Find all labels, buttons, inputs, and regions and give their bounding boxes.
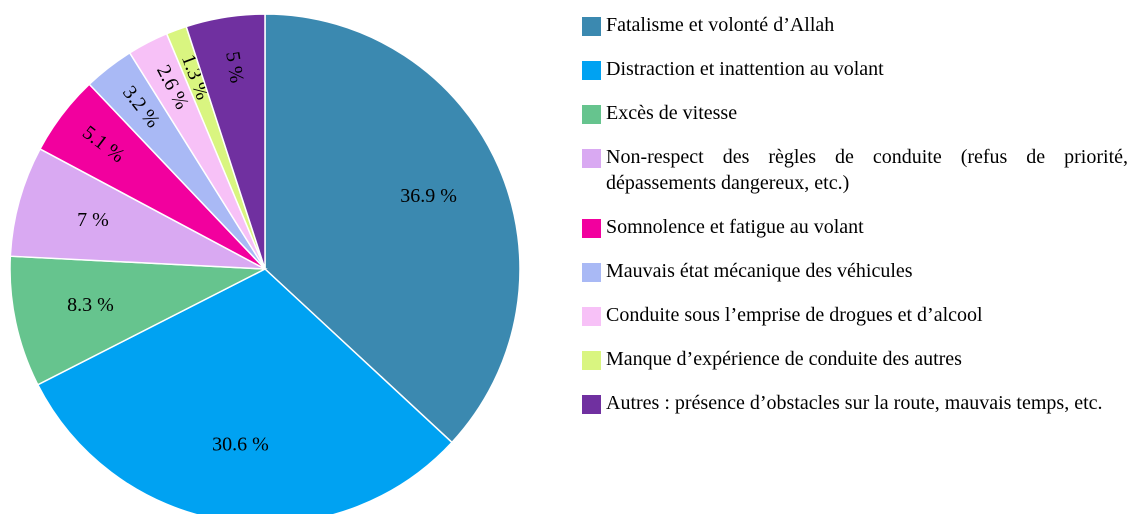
legend-item: Manque d’expérience de conduite des autr… — [582, 346, 1128, 372]
legend-item: Non-respect des règles de conduite (refu… — [582, 144, 1128, 196]
legend-item: Conduite sous l’emprise de drogues et d’… — [582, 302, 1128, 328]
pie-slice — [264, 13, 521, 444]
legend-label: Somnolence et fatigue au volant — [606, 216, 864, 238]
legend-label: Non-respect des règles de conduite (refu… — [606, 146, 1128, 194]
data-label: 8.3 % — [67, 294, 114, 316]
legend-swatch — [582, 61, 601, 80]
legend-item: Mauvais état mécanique des véhicules — [582, 258, 1128, 284]
legend-item: Autres : présence d’obstacles sur la rou… — [582, 390, 1128, 416]
pie-slice — [9, 255, 268, 386]
data-label: 5 % — [221, 50, 248, 85]
legend-label: Conduite sous l’emprise de drogues et d’… — [606, 304, 983, 326]
legend-label: Autres : présence d’obstacles sur la rou… — [606, 392, 1103, 414]
data-label: 7 % — [77, 209, 109, 231]
data-label: 30.6 % — [212, 433, 269, 455]
legend-item: Excès de vitesse — [582, 100, 1128, 126]
pie-slice — [185, 13, 266, 270]
legend-swatch — [582, 307, 601, 326]
legend-label: Mauvais état mécanique des véhicules — [606, 260, 913, 282]
legend-swatch — [582, 263, 601, 282]
pie-slice — [9, 147, 266, 270]
legend-label: Excès de vitesse — [606, 102, 738, 124]
legend: Fatalisme et volonté d’Allah Distraction … — [582, 12, 1128, 434]
legend-swatch — [582, 105, 601, 124]
legend-swatch — [582, 17, 601, 36]
data-label: 36.9 % — [400, 185, 457, 207]
pie-slice — [36, 268, 454, 514]
legend-item: Fatalisme et volonté d’Allah — [582, 12, 1128, 38]
legend-swatch — [582, 395, 601, 414]
legend-swatch — [582, 219, 601, 238]
legend-swatch — [582, 351, 601, 370]
legend-item: Somnolence et fatigue au volant — [582, 214, 1128, 240]
pie-chart: 36.9 %30.6 %8.3 %7 %5.1 %3.2 %2.6 %1.3 %… — [9, 13, 521, 514]
legend-swatch — [582, 149, 601, 168]
legend-label: Manque d’expérience de conduite des autr… — [606, 348, 962, 370]
legend-label: Fatalisme et volonté d’Allah — [606, 14, 835, 36]
legend-item: Distraction et inattention au volant — [582, 56, 1128, 82]
legend-label: Distraction et inattention au volant — [606, 58, 884, 80]
